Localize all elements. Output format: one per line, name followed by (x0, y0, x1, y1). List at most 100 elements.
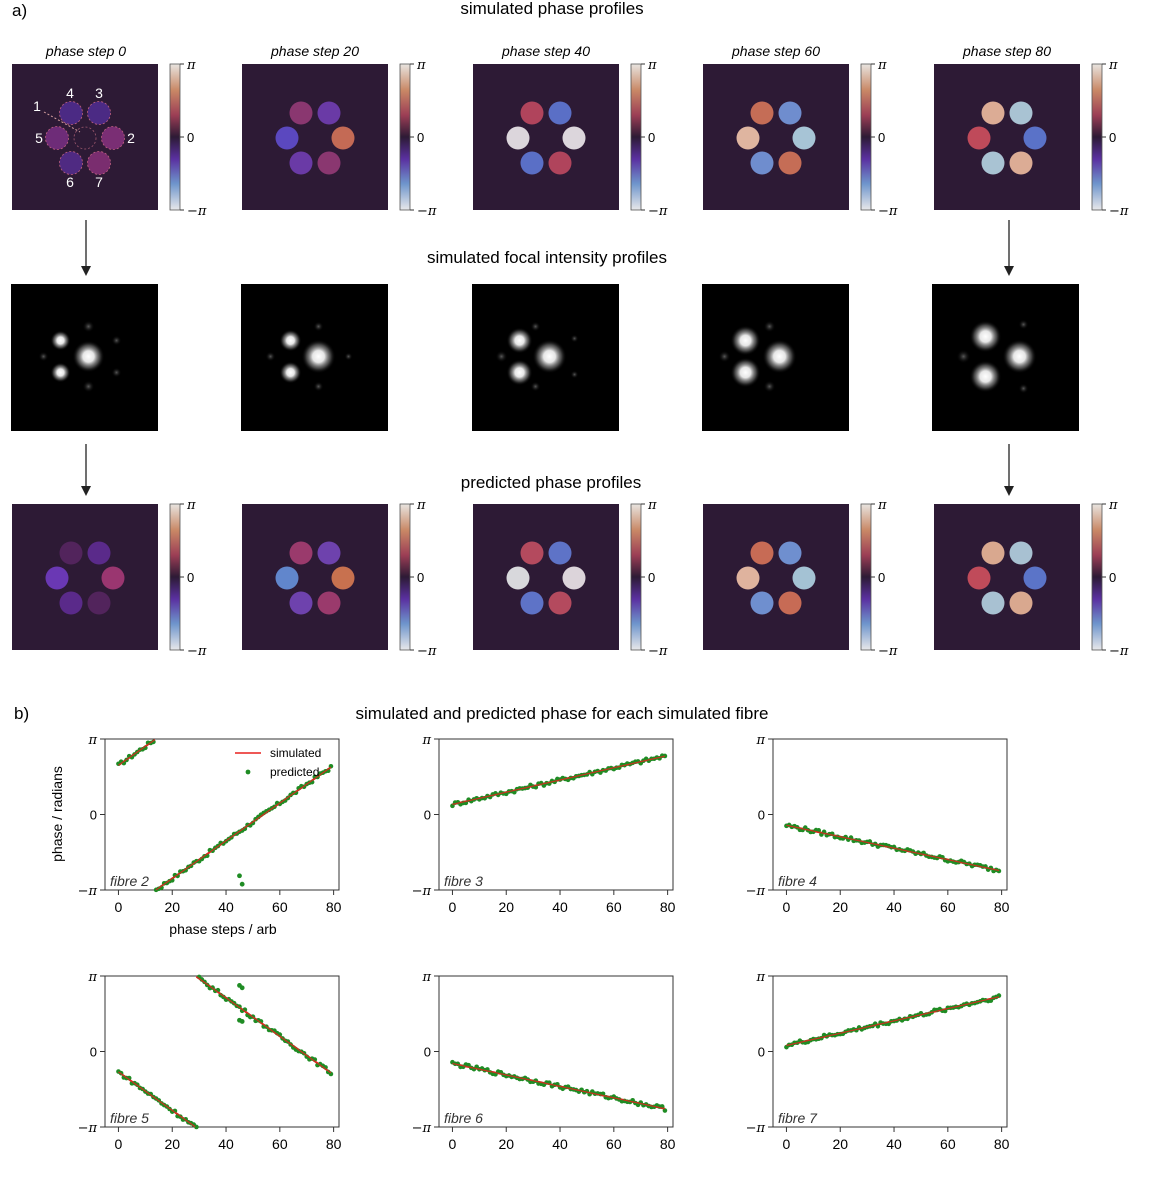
panel-b-label: b) (14, 704, 29, 723)
arrows (81, 220, 1014, 496)
fibre-number-2: 2 (127, 130, 135, 146)
fibre-core (45, 566, 69, 590)
y-tick-label: π (755, 733, 765, 748)
arrowhead (81, 266, 91, 276)
fibre-core (59, 151, 83, 175)
predicted-outlier (237, 873, 242, 879)
colorbar-tick-label: π (186, 58, 196, 73)
y-axis-label: phase / radians (49, 766, 65, 862)
colorbar (169, 503, 181, 651)
row-title-phase: simulated phase profiles (460, 0, 643, 18)
fibre-1-pointer (43, 111, 81, 133)
legend-predicted-label: predicted (270, 765, 319, 779)
predicted-outlier (239, 985, 245, 991)
colorbar-tick-label: −π (648, 644, 668, 659)
fibre-core (778, 151, 802, 175)
x-tick-label: 40 (886, 1136, 902, 1152)
colorbar (399, 63, 411, 211)
colorbar-tick-label: 0 (187, 130, 194, 145)
fibre-label: fibre 7 (778, 1110, 818, 1126)
x-tick-label: 0 (783, 899, 791, 915)
fibre-core (87, 541, 111, 565)
fibre-core (1023, 566, 1047, 590)
fibre-plot: 0 20 40 60 80 −π 0 π fibre 6 (412, 970, 676, 1152)
fibre-number-5: 5 (35, 130, 43, 146)
x-tick-label: 20 (164, 899, 180, 915)
y-tick-label: 0 (424, 1045, 431, 1060)
colorbar-tick-label: 0 (417, 130, 424, 145)
fibre-core (317, 151, 341, 175)
colorbar-tick-label: −π (187, 644, 207, 659)
phase-map (242, 64, 388, 210)
x-axis-label: phase steps / arb (169, 921, 277, 937)
simulated-phase-row: π 0 −π π 0 −π π 0 −π π 0 −π π 0 −π (12, 58, 1129, 219)
x-tick-label: 40 (218, 899, 234, 915)
fibre-label: fibre 6 (444, 1110, 483, 1126)
fibre-core (87, 591, 111, 615)
arrowhead (81, 486, 91, 496)
panel-b-title: simulated and predicted phase for each s… (356, 704, 769, 723)
simulated-line-overlay (118, 739, 156, 766)
fibre-core (506, 566, 530, 590)
focal-spot (762, 339, 797, 374)
fibre-core (101, 126, 125, 150)
predicted-point (242, 826, 248, 832)
plot-frame (772, 975, 1008, 1128)
fibre-core (778, 591, 802, 615)
fibre-core (87, 151, 111, 175)
fibre-plot: 0 20 40 60 80 −π 0 π fibre 2 simulated predicted (78, 733, 342, 915)
colorbar (169, 63, 181, 211)
simulated-line-overlay (786, 996, 1000, 1047)
step-title: phase step 20 (270, 43, 359, 59)
side-lobe (313, 381, 324, 392)
simulated-line-overlay (452, 1062, 666, 1110)
fibre-core (331, 126, 355, 150)
colorbar-tick-label: 0 (187, 570, 194, 585)
fibre-core (750, 101, 774, 125)
focal-spot (1002, 339, 1037, 374)
colorbar-tick-label: π (1108, 58, 1118, 73)
predicted-point (293, 790, 299, 796)
side-lobe (111, 335, 122, 346)
colorbar-tick-label: 0 (878, 130, 885, 145)
phase-map (934, 504, 1080, 650)
side-lobe (969, 360, 1002, 393)
fibre-core (981, 541, 1005, 565)
y-tick-label: 0 (90, 1045, 97, 1060)
step-title: phase step 60 (731, 43, 820, 59)
fibre-plot: 0 20 40 60 80 −π 0 π fibre 3 (412, 733, 676, 915)
y-tick-label: 0 (90, 808, 97, 823)
focal-spot (532, 339, 567, 374)
predicted-phase-row: π 0 −π π 0 −π π 0 −π π 0 −π π 0 −π (12, 498, 1129, 659)
fibre-plots: 0 20 40 60 80 −π 0 π fibre 2 simulated predicted 0 2… (78, 733, 1010, 1152)
fibre-core (736, 566, 760, 590)
colorbar-tick-label: −π (1109, 204, 1129, 219)
x-tick-label: 80 (326, 1136, 342, 1152)
x-tick-label: 40 (552, 1136, 568, 1152)
fibre-core (59, 101, 83, 125)
fibre-core (289, 151, 313, 175)
x-tick-label: 40 (218, 1136, 234, 1152)
side-lobe (763, 380, 776, 393)
colorbar-tick-label: −π (1109, 644, 1129, 659)
colorbar-tick-label: π (877, 498, 887, 513)
x-tick-label: 80 (326, 899, 342, 915)
fibre-core (520, 541, 544, 565)
colorbar-tick-label: π (186, 498, 196, 513)
fibre-core (778, 101, 802, 125)
x-tick-label: 80 (994, 899, 1010, 915)
fibre-core (562, 566, 586, 590)
predicted-point (183, 867, 188, 873)
y-tick-label: 0 (758, 808, 765, 823)
colorbar-tick-label: 0 (417, 570, 424, 585)
fibre-core (59, 591, 83, 615)
x-tick-label: 60 (272, 899, 288, 915)
y-tick-label: −π (412, 1121, 432, 1136)
x-tick-label: 40 (552, 899, 568, 915)
row-title-intensity: simulated focal intensity profiles (427, 248, 667, 267)
fibre-core (981, 151, 1005, 175)
fibre-core (967, 566, 991, 590)
y-tick-label: π (87, 970, 97, 985)
colorbar (399, 503, 411, 651)
colorbar-tick-label: π (647, 58, 657, 73)
